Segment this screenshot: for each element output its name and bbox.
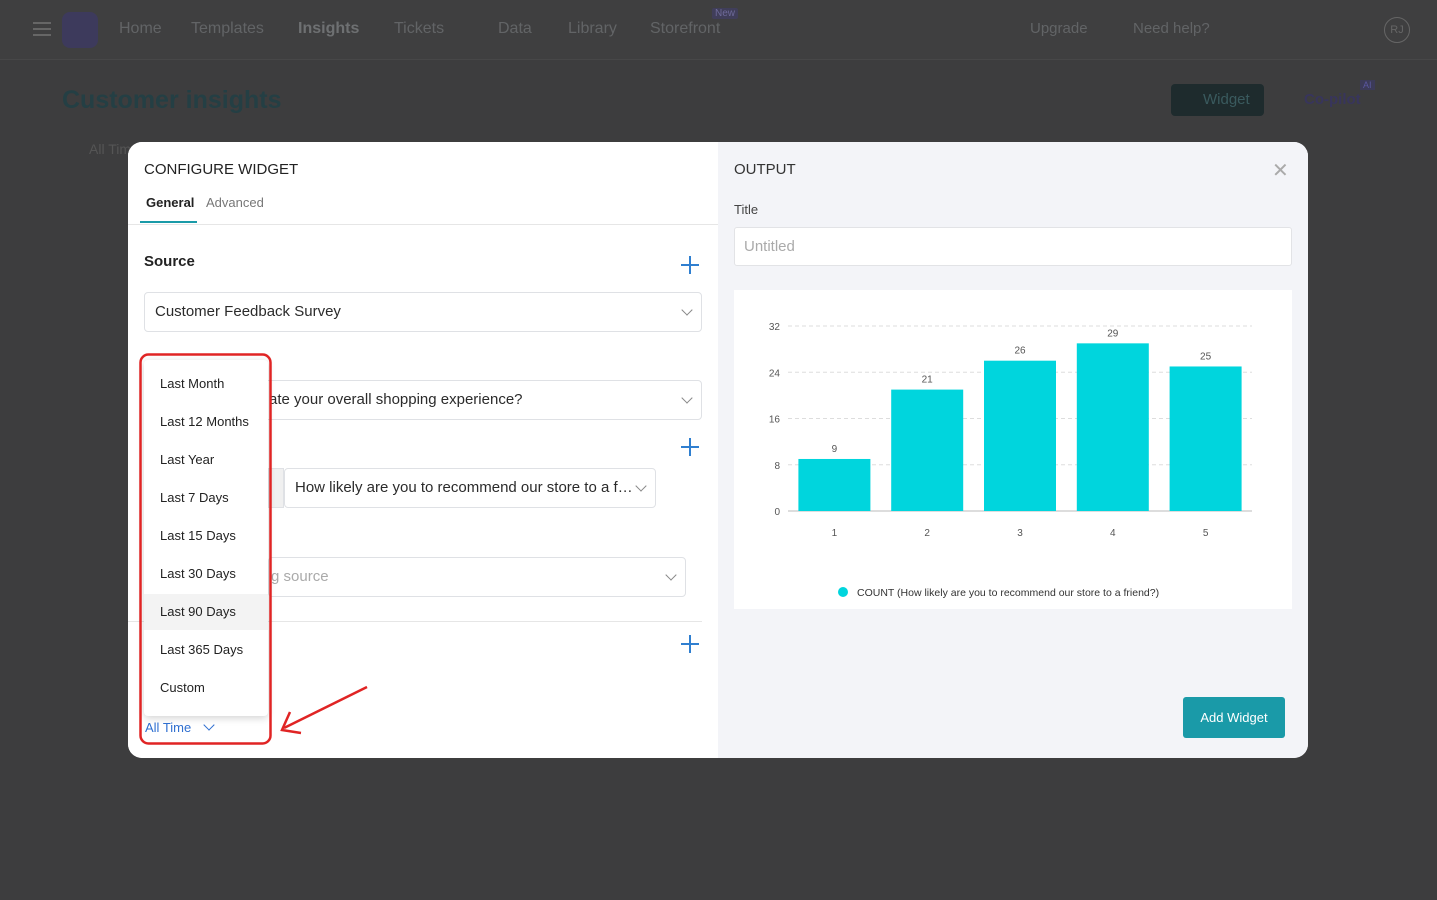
y-tick-label: 32 — [769, 322, 781, 333]
avatar[interactable]: RJ — [1384, 17, 1410, 43]
copilot[interactable]: Co-pilot — [1304, 91, 1361, 108]
top-bar: Home Templates Insights Tickets Data Library S… — [0, 0, 1437, 60]
sort-select[interactable]: g source — [268, 557, 686, 597]
bar — [984, 360, 1056, 511]
value-label: 9 — [832, 444, 838, 455]
output-panel: OUTPUT ✕ Title Untitled 0 8 16 24 32 1 2 3 4 5 9 21… — [718, 142, 1308, 758]
divider — [128, 621, 702, 622]
tab-general[interactable]: General — [146, 195, 195, 210]
source-label: Source — [144, 253, 195, 270]
date-option[interactable]: Last 12 Months — [160, 414, 249, 429]
x-tick-label: 1 — [832, 528, 838, 539]
y-tick-label: 16 — [769, 415, 781, 426]
bar — [1076, 343, 1149, 511]
legend-label: COUNT (How likely are you to recommend o… — [857, 587, 1159, 599]
add-filter[interactable] — [681, 635, 699, 653]
date-option[interactable]: Last Year — [160, 452, 215, 467]
new-badge: New — [712, 8, 739, 19]
bar — [798, 458, 871, 511]
chart: 0 8 16 24 32 1 2 3 4 5 9 21 26 29 25 COUNT (How likely … — [769, 322, 1252, 599]
nav-item[interactable]: Templates — [191, 20, 264, 37]
configure-modal: CONFIGURE WIDGET General Advanced Source… — [128, 142, 1308, 758]
agg-box — [268, 468, 284, 508]
y-axis-value: How likely are you to recommend our stor… — [295, 479, 633, 496]
tab-divider — [128, 224, 718, 225]
bar — [891, 389, 964, 511]
add-source[interactable] — [681, 256, 699, 274]
logo[interactable] — [62, 12, 98, 48]
nav-item[interactable]: Insights — [298, 20, 360, 37]
date-dropdown: Last Month Last 12 Months Last Year Last 7 … — [144, 360, 268, 716]
date-option[interactable]: Custom — [160, 680, 205, 695]
nav-item[interactable]: Tickets — [394, 20, 445, 37]
help[interactable]: Need help? — [1133, 20, 1210, 37]
menu-icon[interactable] — [33, 22, 51, 36]
y-axis-select[interactable]: How likely are you to recommend our stor… — [284, 468, 656, 508]
add-widget-button[interactable]: Add Widget — [1183, 697, 1285, 738]
close-button[interactable]: ✕ — [1272, 160, 1289, 182]
tab-advanced[interactable]: Advanced — [206, 195, 264, 210]
configure-title: CONFIGURE WIDGET — [144, 161, 299, 178]
nav-item[interactable]: Storefront — [650, 20, 721, 37]
date-filter[interactable]: All Time — [145, 720, 191, 735]
date-option[interactable]: Last 90 Days — [144, 594, 268, 630]
x-axis-value: ate your overall shopping experience? — [269, 391, 523, 408]
nav-item[interactable]: Data — [498, 20, 532, 37]
title-input[interactable]: Untitled — [734, 227, 1292, 266]
sort-placeholder: g source — [271, 568, 329, 585]
nav-item[interactable]: Library — [568, 20, 617, 37]
tab-underline — [140, 221, 197, 223]
date-option[interactable]: Last 7 Days — [160, 490, 229, 505]
nav-item[interactable]: Home — [119, 20, 162, 37]
y-tick-label: 0 — [774, 507, 780, 518]
x-tick-label: 4 — [1110, 528, 1116, 539]
value-label: 21 — [922, 375, 934, 386]
date-option[interactable]: Last 365 Days — [160, 642, 244, 657]
value-label: 26 — [1014, 346, 1026, 357]
source-value: Customer Feedback Survey — [155, 303, 341, 320]
y-tick-label: 24 — [769, 368, 781, 379]
add-widget-label: Add Widget — [1200, 710, 1268, 725]
x-tick-label: 3 — [1017, 528, 1023, 539]
source-select[interactable]: Customer Feedback Survey — [144, 292, 702, 332]
page-title: Customer insights — [62, 86, 282, 114]
x-tick-label: 5 — [1203, 528, 1209, 539]
title-label: Title — [734, 202, 759, 217]
date-filter-label: All Time — [145, 720, 192, 735]
y-tick-label: 8 — [774, 461, 780, 472]
widget-button[interactable]: Widget — [1171, 84, 1264, 116]
legend-swatch — [838, 587, 848, 597]
ai-badge: AI — [1360, 80, 1375, 90]
value-label: 25 — [1200, 351, 1212, 362]
date-option[interactable]: Last Month — [160, 376, 225, 391]
bar — [1169, 366, 1242, 511]
filter[interactable]: All Time — [89, 141, 139, 157]
value-label: 29 — [1107, 328, 1119, 339]
date-option[interactable]: Last 30 Days — [160, 566, 236, 581]
add-y[interactable] — [681, 438, 699, 456]
title-placeholder: Untitled — [744, 238, 795, 255]
x-tick-label: 2 — [924, 528, 930, 539]
widget-button-label: Widget — [1203, 91, 1250, 108]
chart-card: 0 8 16 24 32 1 2 3 4 5 9 21 26 29 25 COUNT (How likely … — [734, 290, 1292, 609]
output-title: OUTPUT — [734, 161, 796, 178]
date-option[interactable]: Last 15 Days — [160, 528, 236, 543]
upgrade[interactable]: Upgrade — [1030, 20, 1088, 37]
